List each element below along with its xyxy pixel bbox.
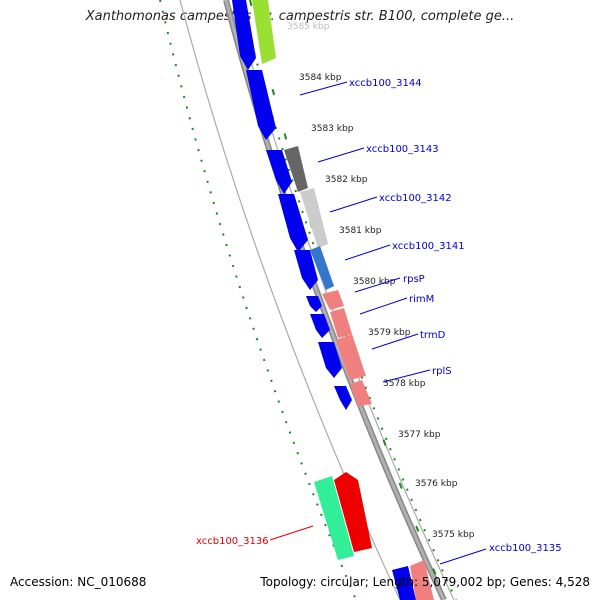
gene-label-xccb100-3141[interactable]: xccb100_3141 [392,241,465,252]
topology-text: Topology: circular; Length: 5,079,002 bp… [260,575,590,589]
gene-trmD-2[interactable] [336,334,366,380]
gene-label-xccb100-3135[interactable]: xccb100_3135 [489,543,562,554]
leader-line [329,196,378,213]
leader-line [317,147,365,163]
gene-mint[interactable] [314,476,354,560]
gene-steelblue[interactable] [310,246,334,290]
kbp-label-3582: 3582 kbp [325,175,368,185]
map-title: Xanthomonas campestris pv. campestris st… [85,9,515,24]
kbp-label-3584: 3584 kbp [299,73,342,83]
gene-label-rpsP[interactable]: rpsP [403,274,425,285]
leader-line [359,297,408,315]
kbp-label-3579: 3579 kbp [368,328,411,338]
kbp-label-3578: 3578 kbp [383,379,426,389]
leader-line [371,333,419,350]
kbp-label-3585: 3585 kbp [287,22,330,32]
gene-blue-2[interactable] [246,70,276,140]
gene-lightgray[interactable] [300,188,328,248]
gene-label-xccb100-3143[interactable]: xccb100_3143 [366,144,439,155]
gene-rimM[interactable] [322,290,344,310]
leader-line [299,81,348,96]
gene-blue-8[interactable] [318,342,342,378]
gene-darkgray[interactable] [284,146,308,192]
gene-blue-4[interactable] [278,194,308,252]
gene-lime[interactable] [252,0,276,64]
gene-blue-6[interactable] [306,296,322,312]
leader-line [344,244,391,261]
gene-label-xccb100-3136[interactable]: xccb100_3136 [196,536,269,547]
gene-blue-3[interactable] [266,150,292,194]
gene-blue-9[interactable] [334,386,352,410]
gene-label-xccb100-3144[interactable]: xccb100_3144 [349,78,422,89]
kbp-label-3583: 3583 kbp [311,124,354,134]
gc-track-outer [159,0,357,600]
leader-line [354,277,401,293]
gene-rplS[interactable] [350,380,372,406]
gene-red[interactable] [334,472,372,552]
kbp-label-3575: 3575 kbp [432,530,475,540]
leader-line [439,548,487,565]
kbp-label-3576: 3576 kbp [415,479,458,489]
gene-label-xccb100-3142[interactable]: xccb100_3142 [379,193,452,204]
kbp-label-3580: 3580 kbp [353,277,396,287]
kbp-label-3581: 3581 kbp [339,226,382,236]
gene-trmD[interactable] [330,308,352,338]
gene-label-rplS[interactable]: rplS [432,366,452,377]
gene-blue-7[interactable] [310,314,330,338]
outer-ruler-line [179,0,401,600]
gene-pink-bottom[interactable] [410,560,434,600]
gene-label-rimM[interactable]: rimM [409,294,434,305]
kbp-label-3577: 3577 kbp [398,430,441,440]
gene-blue-1[interactable] [232,0,256,70]
gene-label-trmD[interactable]: trmD [420,330,446,341]
leader-line [382,369,431,383]
gene-blue-5[interactable] [294,250,318,290]
accession-text: Accession: NC_010688 [10,575,147,589]
gene-blue-10[interactable] [392,566,416,600]
leader-line [269,525,314,541]
